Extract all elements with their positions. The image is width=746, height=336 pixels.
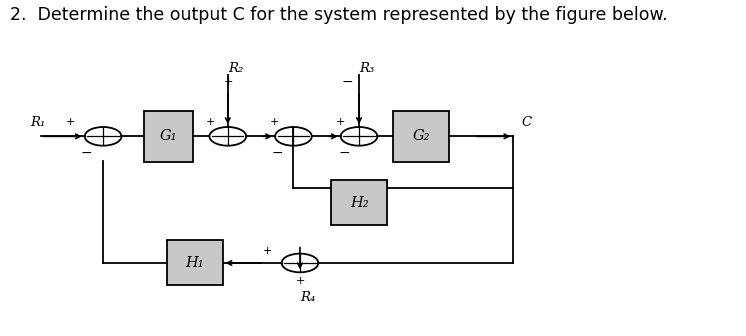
Text: +: + — [66, 117, 75, 127]
Text: H₂: H₂ — [350, 196, 369, 210]
Text: +: + — [224, 77, 233, 87]
Text: C: C — [521, 116, 531, 128]
Text: G₂: G₂ — [413, 129, 430, 143]
Text: +: + — [205, 117, 215, 127]
FancyBboxPatch shape — [393, 111, 449, 162]
Text: R₂: R₂ — [228, 61, 243, 75]
Text: −: − — [342, 75, 353, 89]
Text: −: − — [338, 146, 350, 160]
Text: R₁: R₁ — [30, 116, 46, 128]
Text: −: − — [272, 146, 283, 160]
Text: R₄: R₄ — [300, 291, 316, 304]
Text: +: + — [270, 117, 279, 127]
Text: H₁: H₁ — [186, 256, 204, 270]
Text: +: + — [335, 117, 345, 127]
Text: 2.  Determine the output C for the system represented by the figure below.: 2. Determine the output C for the system… — [10, 6, 668, 25]
Text: +: + — [296, 276, 305, 286]
Text: −: − — [81, 146, 93, 160]
FancyBboxPatch shape — [167, 241, 223, 286]
Text: G₁: G₁ — [160, 129, 178, 143]
Text: +: + — [263, 246, 272, 256]
FancyBboxPatch shape — [144, 111, 193, 162]
FancyBboxPatch shape — [331, 180, 387, 225]
Text: R₃: R₃ — [360, 61, 374, 75]
